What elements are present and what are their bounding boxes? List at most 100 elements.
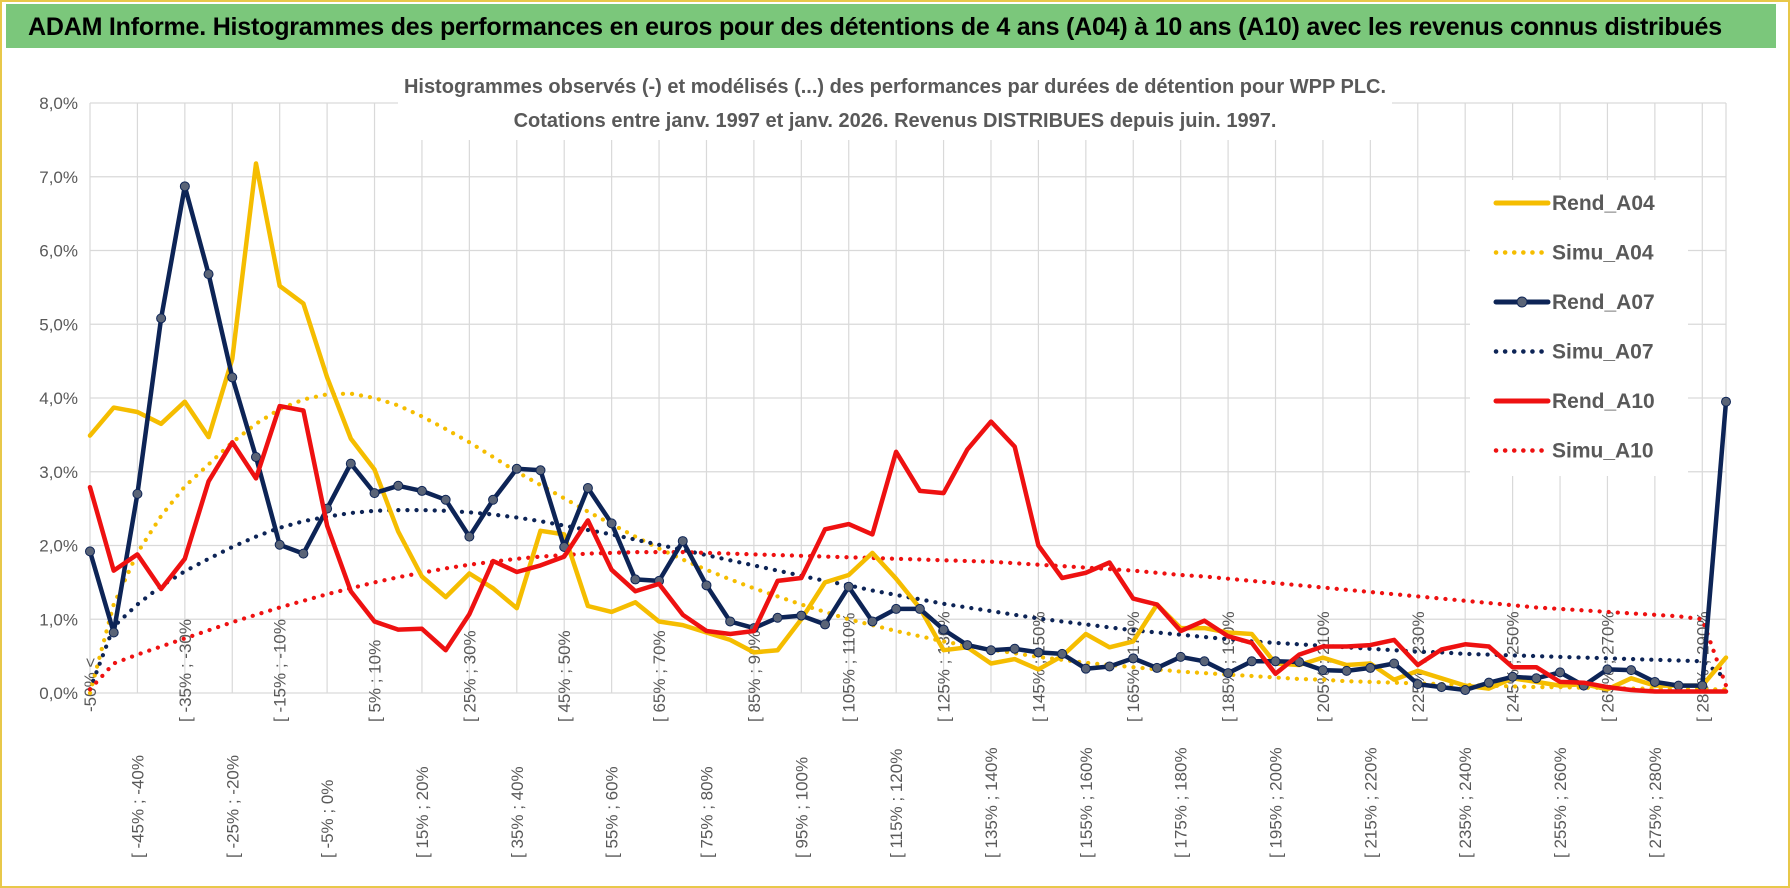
- x-tick-label: [ 35% ; 40%: [508, 766, 527, 858]
- y-tick-label: 6,0%: [39, 242, 78, 261]
- x-tick-label: [ 235% ; 240%: [1456, 747, 1475, 858]
- chart-title-box: Histogrammes observés (-) et modélisés (…: [398, 64, 1392, 140]
- x-tick-label: [ 105% ; 110%: [840, 613, 859, 722]
- data-point: [274, 539, 285, 550]
- data-point: [1697, 680, 1708, 691]
- data-point: [725, 616, 736, 627]
- x-tick-label: [ 215% ; 220%: [1361, 747, 1380, 858]
- x-tick-label: [ -25% ; -20%: [223, 755, 242, 858]
- data-point: [1460, 685, 1471, 696]
- data-point: [511, 463, 522, 474]
- title-banner: ADAM Informe. Histogrammes des performan…: [6, 4, 1776, 48]
- data-point: [867, 616, 878, 627]
- data-point: [1270, 656, 1281, 667]
- y-axis: 0,0% 1,0% 2,0% 3,0% 4,0% 5,0% 6,0% 7,0% 8,0%: [39, 94, 78, 703]
- data-point: [1057, 648, 1068, 659]
- data-point: [250, 452, 261, 462]
- data-point: [1436, 682, 1447, 693]
- legend-box: [1470, 180, 1688, 476]
- legend-label: Rend_A10: [1552, 390, 1655, 413]
- chart-title: Histogrammes observés (-) et modélisés (…: [404, 76, 1386, 98]
- data-point: [1531, 673, 1542, 684]
- data-point: [1151, 662, 1162, 673]
- x-tick-label: [ -45% ; -40%: [128, 755, 147, 858]
- y-tick-label: 7,0%: [39, 168, 78, 187]
- data-point: [1223, 668, 1234, 679]
- x-tick-label: [ 75% ; 80%: [697, 766, 716, 858]
- x-tick-label: [ 135% ; 140%: [982, 747, 1001, 858]
- data-point: [582, 482, 593, 493]
- y-tick-label: 8,0%: [39, 94, 78, 113]
- x-tick-label: [ -35% ; -30%: [176, 619, 195, 722]
- x-tick-label: [ 25% ; 30%: [460, 630, 479, 722]
- data-point: [179, 181, 190, 192]
- legend-label: Simu_A04: [1552, 242, 1654, 265]
- data-point: [1602, 664, 1613, 675]
- y-tick-label: 2,0%: [39, 537, 78, 556]
- x-tick-label: [ 5% ; 10%: [366, 640, 385, 722]
- data-point: [630, 574, 641, 585]
- series-line-simu_a07: [87, 508, 1729, 692]
- data-point: [203, 269, 214, 280]
- x-tick-label: [ 85% ; 90%: [745, 630, 764, 722]
- x-axis: -50% <[ -45% ; -40%[ -35% ; -30%[ -25% ;…: [81, 611, 1712, 858]
- data-point: [820, 619, 831, 630]
- legend-label: Simu_A07: [1552, 341, 1654, 364]
- data-point: [464, 531, 475, 542]
- data-point: [393, 480, 404, 491]
- data-point: [891, 603, 902, 614]
- data-point: [843, 581, 854, 592]
- data-point: [132, 488, 143, 499]
- data-point: [1104, 661, 1115, 672]
- data-point: [962, 640, 973, 651]
- x-tick-label: [ 45% ; 50%: [555, 630, 574, 722]
- data-point: [227, 372, 238, 383]
- data-point: [985, 645, 996, 656]
- x-tick-label: [ -15% ; -10%: [271, 619, 290, 722]
- x-tick-label: [ 55% ; 60%: [603, 766, 622, 858]
- x-tick-label: [ -5% ; 0%: [318, 780, 337, 858]
- data-point: [701, 580, 712, 591]
- data-point: [1080, 663, 1091, 674]
- data-point: [1317, 665, 1328, 676]
- data-point: [345, 458, 356, 469]
- data-point: [1626, 665, 1637, 676]
- data-point: [416, 485, 427, 496]
- data-point: [1341, 665, 1352, 676]
- chart-subtitle: Cotations entre janv. 1997 et janv. 2026…: [514, 110, 1277, 132]
- data-point: [914, 603, 925, 614]
- x-tick-label: [ 155% ; 160%: [1077, 747, 1096, 858]
- data-point: [369, 488, 380, 499]
- x-tick-label: [ 255% ; 260%: [1551, 747, 1570, 858]
- series-layer: [85, 161, 1731, 696]
- data-point: [1721, 396, 1731, 407]
- page-title: ADAM Informe. Histogrammes des performan…: [28, 13, 1722, 41]
- data-point: [1246, 656, 1257, 667]
- legend-marker: [1516, 296, 1528, 308]
- data-point: [1507, 671, 1518, 682]
- series-line-simu_a04: [87, 391, 1729, 696]
- data-point: [1009, 643, 1020, 654]
- x-tick-label: [ 115% ; 120%: [887, 749, 906, 858]
- x-tick-label: [ 195% ; 200%: [1267, 747, 1286, 858]
- data-point: [677, 536, 688, 547]
- data-point: [535, 465, 546, 476]
- x-tick-label: [ 185% ; 190%: [1219, 611, 1238, 722]
- x-tick-label: [ 175% ; 180%: [1172, 747, 1191, 858]
- legend-label: Rend_A04: [1552, 192, 1655, 215]
- x-tick-label: [ 275% ; 280%: [1646, 747, 1665, 858]
- data-point: [1175, 651, 1186, 662]
- data-point: [606, 518, 617, 529]
- y-tick-label: 1,0%: [39, 610, 78, 629]
- series-line-rend_a07: [87, 184, 1729, 693]
- data-point: [938, 624, 949, 635]
- y-tick-label: 0,0%: [39, 684, 78, 703]
- data-point: [1412, 679, 1423, 690]
- data-point: [1483, 677, 1494, 688]
- legend: Rend_A04 Simu_A04 Rend_A07 Simu_A07 Rend_A10…: [1470, 180, 1688, 476]
- y-tick-label: 3,0%: [39, 463, 78, 482]
- data-point: [1199, 656, 1210, 667]
- y-tick-label: 4,0%: [39, 389, 78, 408]
- legend-label: Rend_A07: [1552, 291, 1655, 314]
- y-tick-label: 5,0%: [39, 315, 78, 334]
